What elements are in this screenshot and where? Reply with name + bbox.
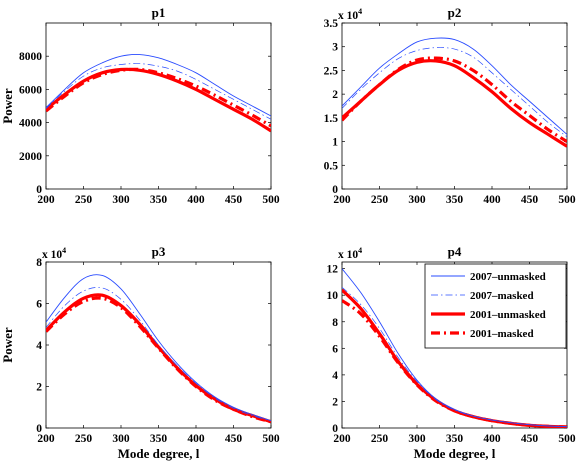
y-exponent: x 104 [42,246,66,261]
y-tick-label: 0.5 [324,160,339,172]
panel-p1: p1 200 250 300 350 400 450 500 0 2000 4000 6000 8000… [0,5,280,206]
x-tick-label: 500 [262,433,280,445]
x-tick-label: 500 [558,194,576,206]
y-tick-label: 3.5 [324,18,339,30]
x-tick-label: 350 [150,433,168,445]
y-exponent: x 104 [338,246,362,261]
series-line-2007-unmasked [46,54,271,117]
x-tick-label: 350 [150,194,168,206]
y-tick-label: 6 [332,343,338,355]
x-tick-label: 350 [446,433,464,445]
y-tick-label: 4 [332,370,338,382]
series-line-2001-masked [342,56,567,143]
x-tick-label: 200 [333,433,351,445]
y-tick-label: 4000 [19,118,42,130]
series-line-2001-unmasked [46,67,271,133]
series-line-2007-masked [46,63,271,120]
y-exponent-base: x 10 [338,249,358,261]
x-tick-label: 250 [371,433,389,445]
x-tick-label: 450 [521,433,539,445]
y-tick-label: 0 [332,423,338,435]
series-line-2001-masked [46,296,271,424]
series-line-2007-unmasked [342,37,567,135]
y-tick-label: 10 [327,290,339,302]
x-tick-label: 300 [408,433,426,445]
legend-entry: 2007–unmasked [470,271,546,283]
y-exponent: x 104 [338,7,362,22]
x-tick-label: 400 [187,194,205,206]
legend-entry: 2001–masked [470,328,534,340]
y-tick-label: 8 [332,317,338,329]
y-tick-label: 2.5 [324,65,339,77]
x-tick-label: 500 [262,194,280,206]
series-line-2001-masked [46,67,271,128]
y-tick-label: 8 [36,257,42,269]
x-axis-label: Mode degree, l [414,446,496,461]
y-axis-label: Power [0,327,15,363]
x-axis-label: Mode degree, l [118,446,200,461]
y-exponent-power: 4 [358,7,362,16]
series-line-2007-unmasked [342,268,567,428]
y-tick-label: 12 [327,264,339,276]
x-tick-label: 450 [225,194,243,206]
y-tick-label: 2 [36,382,42,394]
y-tick-label: 2000 [19,151,42,163]
y-tick-label: 6000 [19,84,42,96]
legend-box [424,263,567,349]
y-tick-label: 6 [36,299,42,311]
legend-entry: 2001–unmasked [470,309,546,321]
series-line-2007-masked [342,47,567,138]
y-tick-label: 4 [36,340,42,352]
x-tick-label: 200 [37,433,55,445]
chart-title: p1 [152,5,166,20]
axes-box [341,22,568,190]
y-exponent-power: 4 [358,246,362,255]
y-exponent-base: x 10 [42,249,62,261]
x-tick-label: 400 [483,433,501,445]
x-tick-label: 450 [225,433,243,445]
x-tick-label: 200 [37,194,55,206]
x-tick-label: 500 [558,433,576,445]
legend-entry: 2007–masked [470,290,534,302]
y-tick-label: 0 [36,423,42,435]
x-tick-label: 300 [112,194,130,206]
y-tick-label: 1.5 [324,113,339,125]
chart-title: p3 [152,244,166,259]
chart-title: p4 [448,244,462,259]
x-tick-label: 400 [483,194,501,206]
y-tick-label: 0 [332,184,338,196]
x-tick-label: 250 [371,194,389,206]
series-line-2001-unmasked [46,293,271,424]
series-line-2007-unmasked [46,274,271,422]
y-tick-label: 2 [332,89,338,101]
x-tick-label: 350 [446,194,464,206]
y-tick-label: 0 [36,184,42,196]
x-tick-label: 250 [75,194,93,206]
x-tick-label: 400 [187,433,205,445]
y-tick-label: 2 [332,396,338,408]
y-exponent-power: 4 [62,246,66,255]
chart-title: p2 [448,5,462,20]
panel-p2: p2 200 250 300 350 400 450 500 0 0.5 1 1.5 2 2.5 3 3.5x… [324,5,576,206]
y-axis-label: Power [0,88,15,124]
x-tick-label: 300 [408,194,426,206]
series-line-2007-masked [46,287,271,422]
y-tick-label: 8000 [19,51,42,63]
series-line-2001-unmasked [342,59,567,148]
x-tick-label: 450 [521,194,539,206]
x-tick-label: 300 [112,433,130,445]
y-tick-label: 1 [332,137,338,149]
y-tick-label: 3 [332,42,338,54]
y-exponent-base: x 10 [338,10,358,22]
x-tick-label: 250 [75,433,93,445]
x-tick-label: 200 [333,194,351,206]
series-line-2001-masked [342,299,567,428]
